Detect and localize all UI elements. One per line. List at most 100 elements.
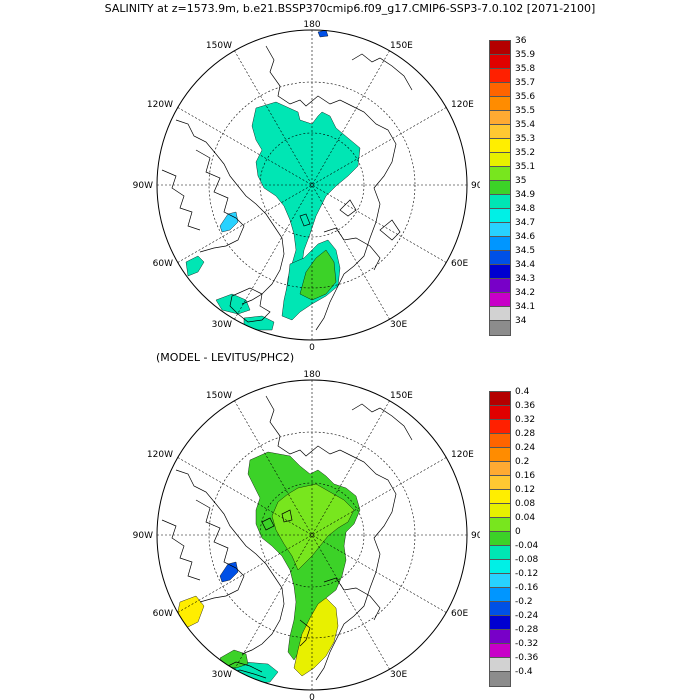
nordic-field <box>243 315 275 331</box>
lon-label-60w: 60W <box>153 259 173 269</box>
colorbar-label: 0.2 <box>515 457 530 467</box>
colorbar-swatch <box>489 320 511 336</box>
colorbar-swatch <box>489 54 511 69</box>
colorbar-label: 34.9 <box>515 190 536 200</box>
colorbar-label: 34.8 <box>515 204 536 214</box>
atlantic-diff <box>293 597 339 677</box>
colorbar-swatch <box>489 615 511 630</box>
colorbar-swatch <box>489 110 511 125</box>
labrador-field <box>185 255 205 277</box>
colorbar-label: 0.12 <box>515 485 536 495</box>
lon-label-90w: 90W <box>133 531 153 541</box>
colorbar-swatch <box>489 461 511 476</box>
coastlines-diff <box>161 395 413 681</box>
colorbar-label: -0.04 <box>515 541 539 551</box>
lon-label-30w: 30W <box>212 670 232 680</box>
colorbar-swatch <box>489 489 511 504</box>
colorbar-label: 36 <box>515 36 527 46</box>
colorbar-swatch <box>489 601 511 616</box>
colorbar-label: 0 <box>515 527 521 537</box>
lon-label-90w: 90W <box>133 181 153 191</box>
colorbar-label: 35.5 <box>515 106 536 116</box>
longitude-labels-diff: 180 0 90W 90E 150W 150E 120W 120E 60W 60… <box>133 370 480 700</box>
colorbar-label: -0.28 <box>515 625 539 635</box>
map-field <box>185 30 361 331</box>
graticule-diff <box>157 380 467 690</box>
colorbar-label: 34.5 <box>515 246 536 256</box>
colorbar-label: 0.08 <box>515 499 536 509</box>
lon-label-180: 180 <box>303 370 320 380</box>
colorbar-swatch <box>489 82 511 97</box>
colorbar-swatch <box>489 180 511 195</box>
colorbar-label: 34.7 <box>515 218 536 228</box>
colorbar-swatch <box>489 68 511 83</box>
colorbar-label: 35.9 <box>515 50 536 60</box>
lon-label-120w: 120W <box>147 100 173 110</box>
colorbar-swatch <box>489 573 511 588</box>
lon-label-60w: 60W <box>153 609 173 619</box>
colorbar-swatch <box>489 629 511 644</box>
colorbar-swatch <box>489 264 511 279</box>
colorbar-label: 34.1 <box>515 302 536 312</box>
colorbar-swatch <box>489 657 511 672</box>
colorbar-label: -0.4 <box>515 667 533 677</box>
colorbar-swatch <box>489 292 511 307</box>
colorbar-label: -0.36 <box>515 653 539 663</box>
colorbar-label: -0.2 <box>515 597 533 607</box>
colorbar-swatch <box>489 545 511 560</box>
difference-map: 180 0 90W 90E 150W 150E 120W 120E 60W 60… <box>133 370 480 700</box>
colorbar-label: 34.3 <box>515 274 536 284</box>
colorbar-label: 34.4 <box>515 260 536 270</box>
colorbar-swatch <box>489 671 511 687</box>
lon-label-30w: 30W <box>212 320 232 330</box>
labrador-lower-field <box>215 293 251 315</box>
lon-label-0: 0 <box>309 693 315 700</box>
map-border <box>156 29 468 341</box>
colorbar-swatch <box>489 391 511 406</box>
colorbar-swatch <box>489 559 511 574</box>
colorbar-label: -0.08 <box>515 555 539 565</box>
colorbar-label: -0.16 <box>515 583 539 593</box>
colorbar-swatch <box>489 96 511 111</box>
lon-label-150e: 150E <box>390 41 413 51</box>
colorbar-swatch <box>489 306 511 321</box>
salinity-map: 180 0 90W 90E 150W 150E 120W 120E 60W 60… <box>133 20 480 350</box>
colorbar-swatch <box>489 40 511 55</box>
colorbar-label: 0.04 <box>515 513 536 523</box>
colorbar-swatch <box>489 166 511 181</box>
colorbar-label: 0.32 <box>515 415 536 425</box>
colorbar-label: 0.36 <box>515 401 536 411</box>
graticule <box>157 30 467 340</box>
colorbar-label: 35.6 <box>515 92 536 102</box>
map-border-diff <box>156 379 468 691</box>
colorbar-swatch <box>489 531 511 546</box>
colorbar-label: 0.24 <box>515 443 536 453</box>
colorbar-label: 35.8 <box>515 64 536 74</box>
baffin-field <box>219 211 239 233</box>
colorbar-swatch <box>489 447 511 462</box>
colorbar-label: -0.32 <box>515 639 539 649</box>
longitude-labels: 180 0 90W 90E 150W 150E 120W 120E 60W 60… <box>133 20 480 350</box>
colorbar-swatch <box>489 124 511 139</box>
baffin-shelf-diff <box>219 649 249 669</box>
lon-label-30e: 30E <box>390 320 407 330</box>
labrador-diff <box>175 595 205 629</box>
colorbar-label: 34.6 <box>515 232 536 242</box>
colorbar-swatch <box>489 278 511 293</box>
colorbar-swatch <box>489 152 511 167</box>
lon-label-120e: 120E <box>451 450 474 460</box>
colorbar-swatch <box>489 222 511 237</box>
lon-label-0: 0 <box>309 343 315 350</box>
lon-label-120e: 120E <box>451 100 474 110</box>
colorbar-swatch <box>489 236 511 251</box>
colorbar-label: 35.3 <box>515 134 536 144</box>
colorbar-swatch <box>489 194 511 209</box>
lon-label-150w: 150W <box>206 391 232 401</box>
colorbar-label: 35.7 <box>515 78 536 88</box>
colorbar-swatch <box>489 208 511 223</box>
colorbar-label: 35.1 <box>515 162 536 172</box>
atlantic-field <box>299 249 337 301</box>
colorbar-swatch <box>489 405 511 420</box>
colorbar-label: 0.16 <box>515 471 536 481</box>
lon-label-90e: 90E <box>471 531 480 541</box>
